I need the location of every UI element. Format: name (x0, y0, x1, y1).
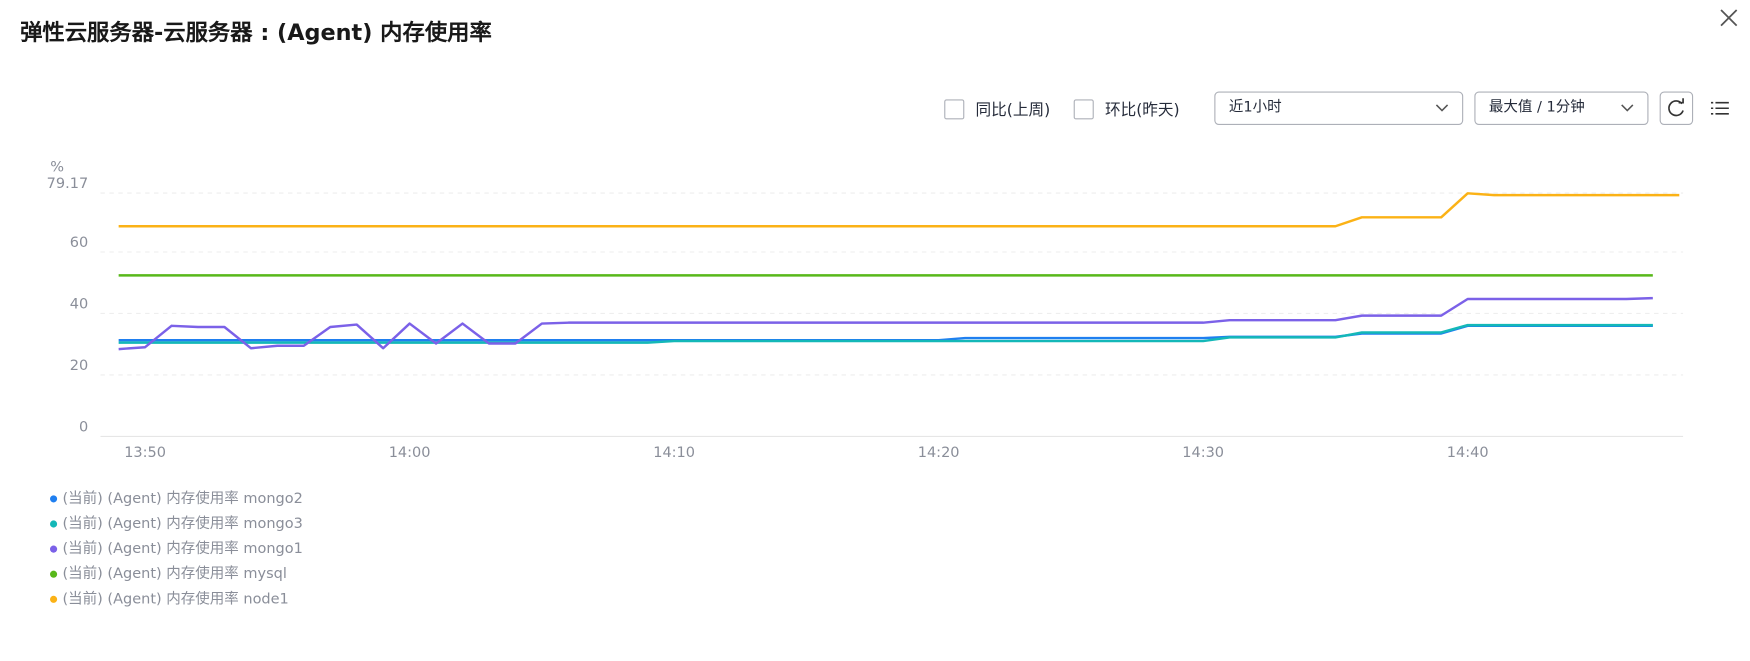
checkbox-label: 同比(上周) (975, 101, 1051, 120)
refresh-button[interactable] (1659, 91, 1694, 126)
checkbox-day[interactable]: 环比(昨天) (1073, 98, 1180, 120)
close-button[interactable] (1719, 8, 1739, 28)
x-tick-label: 13:50 (124, 445, 166, 461)
y-tick-label: 0 (79, 419, 88, 435)
range-select[interactable]: 近1小时 (1214, 91, 1464, 126)
y-tick-label: 60 (70, 235, 88, 251)
legend-label: (当前) (Agent) 内存使用率 node1 (63, 590, 289, 607)
list-button[interactable] (1710, 99, 1730, 117)
legend-swatch (50, 545, 58, 553)
legend-swatch (50, 595, 58, 603)
select-value: 最大值 / 1分钟 (1488, 99, 1585, 117)
aggregation-select[interactable]: 最大值 / 1分钟 (1474, 91, 1649, 126)
legend-swatch (50, 495, 58, 503)
y-tick-label: 79.17 (47, 176, 89, 192)
select-value: 近1小时 (1228, 99, 1282, 117)
legend-swatch (50, 570, 58, 578)
x-tick-label: 14:30 (1182, 445, 1224, 461)
x-tick-label: 14:20 (918, 445, 960, 461)
legend-swatch (50, 520, 58, 528)
y-unit: % (50, 159, 64, 175)
series-line (118, 192, 1680, 228)
x-tick-label: 14:40 (1447, 445, 1489, 461)
dialog-title: 弹性云服务器-云服务器 : (Agent) 内存使用率 (20, 18, 492, 46)
legend-label: (当前) (Agent) 内存使用率 mongo1 (63, 540, 303, 557)
y-tick-label: 20 (70, 358, 88, 374)
checkbox-label: 环比(昨天) (1104, 101, 1180, 120)
x-tick-label: 14:00 (389, 445, 431, 461)
y-tick-label: 40 (70, 297, 88, 313)
series-line (118, 296, 1653, 351)
legend-label: (当前) (Agent) 内存使用率 mysql (63, 565, 287, 582)
series-line (118, 323, 1653, 344)
checkbox-week[interactable]: 同比(上周) (944, 98, 1050, 120)
legend-label: (当前) (Agent) 内存使用率 mongo3 (63, 515, 303, 532)
legend-label: (当前) (Agent) 内存使用率 mongo2 (63, 490, 303, 507)
x-tick-label: 14:10 (653, 445, 695, 461)
